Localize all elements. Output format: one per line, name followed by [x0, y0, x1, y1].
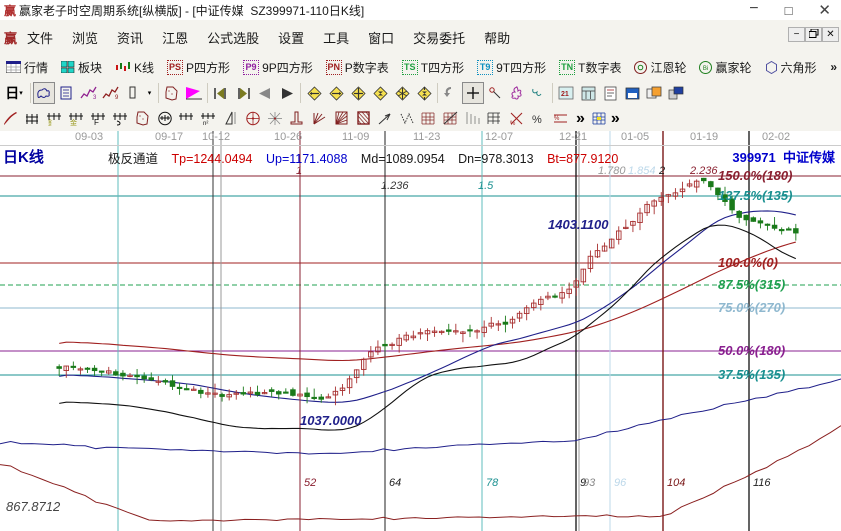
svg-text:%: % — [532, 114, 542, 126]
svg-text:%: % — [554, 116, 560, 122]
svg-text:金: 金 — [70, 118, 77, 126]
svg-text:釒: 釒 — [48, 118, 55, 126]
svg-text:n²: n² — [203, 121, 208, 126]
svg-text:9: 9 — [115, 95, 119, 100]
svg-text:Bi: Bi — [703, 66, 708, 72]
svg-text:%: % — [510, 121, 516, 126]
svg-text:21: 21 — [561, 91, 569, 98]
svg-text:3: 3 — [93, 95, 97, 100]
svg-text:F: F — [94, 118, 99, 126]
